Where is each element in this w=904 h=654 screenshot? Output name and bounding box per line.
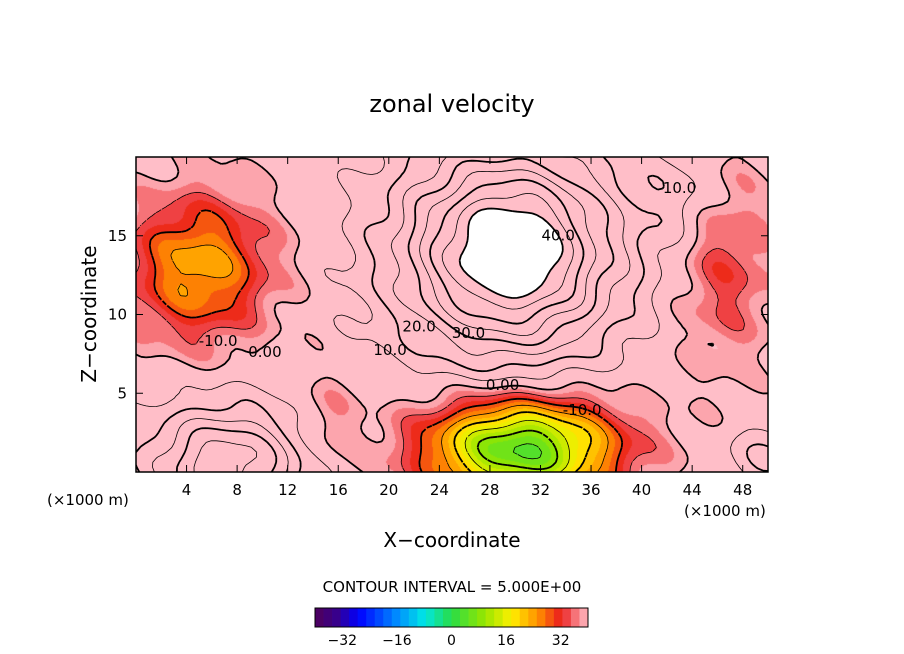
x-axis-label: X−coordinate xyxy=(383,528,520,552)
y-tick-label: 10 xyxy=(108,306,127,324)
contour-line xyxy=(429,178,585,325)
contour-line xyxy=(464,420,570,472)
x-tick-label: 12 xyxy=(278,481,297,499)
colorbar-cell xyxy=(374,608,384,627)
x-tick-label: 44 xyxy=(683,481,702,499)
chart-title: zonal velocity xyxy=(369,90,534,118)
x-unit-right: (×1000 m) xyxy=(684,502,766,520)
x-tick-label: 24 xyxy=(430,481,449,499)
contour-label: 30.0 xyxy=(452,324,485,342)
contour-line xyxy=(476,429,559,471)
colorbar-tick-label: −16 xyxy=(382,633,412,649)
colorbar-frame xyxy=(314,607,589,628)
colorbar-cell xyxy=(349,608,359,627)
x-tick-label: 20 xyxy=(379,481,398,499)
x-axis-ticks: 4 8 12 16 20 24 28 32 36 40 44 48 xyxy=(182,157,752,499)
contour-label: 0.00 xyxy=(486,376,519,394)
colorbar-cell xyxy=(519,608,529,627)
colorbar-cell xyxy=(417,608,427,627)
contour-line xyxy=(512,443,543,460)
colorbar-cell xyxy=(425,608,435,627)
contour-line xyxy=(136,192,749,472)
contour-line xyxy=(176,157,615,472)
contour-label: -10.0 xyxy=(199,332,238,350)
colorbar-cell xyxy=(434,608,444,627)
contour-label: 10.0 xyxy=(373,341,406,359)
colorbar-cell xyxy=(545,608,555,627)
colorbar-cell xyxy=(468,608,478,627)
colorbar-ticks: −32 −16 0 16 32 xyxy=(328,633,570,649)
contour-labels: 40.0 30.0 20.0 10.0 10.0 0.00 0.00 -10.0 -10.0 xyxy=(199,179,696,419)
colorbar-cell xyxy=(332,608,341,627)
colorbar-cell xyxy=(357,608,367,627)
contour-lines xyxy=(136,157,768,472)
colorbar-tick-label: −32 xyxy=(328,633,358,649)
colorbar-cell xyxy=(340,608,350,627)
colorbar-cell xyxy=(408,608,418,627)
contour-line xyxy=(453,411,592,472)
colorbar-cell xyxy=(383,608,393,627)
y-tick-label: 15 xyxy=(108,227,127,245)
colorbar-cell xyxy=(528,608,538,627)
contour-line xyxy=(136,157,768,472)
contour-line xyxy=(148,209,624,472)
velocity-field xyxy=(136,157,768,472)
contour-line xyxy=(193,169,597,472)
colorbar-cell xyxy=(451,608,461,627)
y-axis-label: Z−coordinate xyxy=(77,245,101,382)
x-unit-left: (×1000 m) xyxy=(47,491,129,509)
colorbar-cell xyxy=(485,608,495,627)
colorbar-cell xyxy=(562,608,572,627)
colorbar-cell xyxy=(570,608,580,627)
contour-label: 20.0 xyxy=(402,318,435,336)
contour-line xyxy=(136,157,768,472)
contour-label: -10.0 xyxy=(563,401,602,419)
colorbar-cell xyxy=(391,608,401,627)
colorbar-cell xyxy=(536,608,546,627)
colorbar: −32 −16 0 16 32 xyxy=(314,607,589,649)
colorbar-cells xyxy=(315,608,589,627)
colorbar-cell xyxy=(400,608,410,627)
colorbar-cell xyxy=(323,608,333,627)
colorbar-cell xyxy=(315,608,324,627)
x-tick-label: 36 xyxy=(581,481,600,499)
colorbar-cell xyxy=(579,608,589,627)
x-tick-label: 4 xyxy=(182,481,192,499)
contour-label: 10.0 xyxy=(663,179,696,197)
colorbar-cell xyxy=(460,608,469,627)
colorbar-cell xyxy=(494,608,504,627)
colorbar-cell xyxy=(477,608,487,627)
contour-line xyxy=(170,244,609,472)
colorbar-tick-label: 16 xyxy=(497,633,515,649)
x-tick-label: 40 xyxy=(632,481,651,499)
y-axis-ticks: 5 10 15 xyxy=(108,227,768,402)
x-tick-label: 28 xyxy=(480,481,499,499)
contour-label: 0.00 xyxy=(248,343,281,361)
colorbar-tick-label: 0 xyxy=(447,633,456,649)
contour-line xyxy=(458,207,564,299)
colorbar-cell xyxy=(553,608,563,627)
colorbar-cell xyxy=(442,608,452,627)
x-tick-label: 48 xyxy=(733,481,752,499)
x-tick-label: 16 xyxy=(329,481,348,499)
contour-line xyxy=(152,157,631,472)
colorbar-cell xyxy=(366,608,376,627)
contour-label: 40.0 xyxy=(541,226,574,244)
x-tick-label: 8 xyxy=(232,481,242,499)
x-tick-label: 32 xyxy=(531,481,550,499)
contour-line xyxy=(136,157,768,472)
contour-line xyxy=(441,193,574,310)
colorbar-cell xyxy=(502,608,512,627)
contour-interval: CONTOUR INTERVAL = 5.000E+00 xyxy=(323,578,582,596)
colorbar-tick-label: 32 xyxy=(552,633,570,649)
y-tick-label: 5 xyxy=(117,384,127,402)
colorbar-cell xyxy=(511,608,521,627)
plot-area: 40.0 30.0 20.0 10.0 10.0 0.00 0.00 -10.0 -10.0 xyxy=(135,156,769,473)
